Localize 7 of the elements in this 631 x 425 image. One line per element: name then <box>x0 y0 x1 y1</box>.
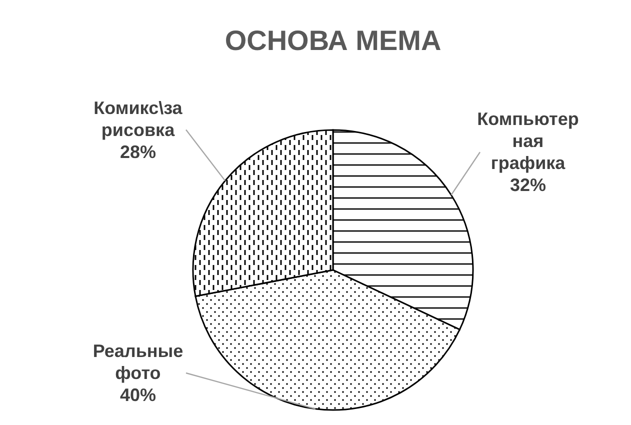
slice-label: Компьютерная графика <box>477 109 579 174</box>
data-label: 32% <box>510 175 546 196</box>
data-label: 28% <box>120 142 156 162</box>
chart-title: ОСНОВА МЕМА <box>224 25 442 56</box>
slice-label: Реальные фото <box>92 341 184 383</box>
data-label: 40% <box>120 385 156 405</box>
slice-label: Комикс\зарисовка <box>94 98 184 140</box>
